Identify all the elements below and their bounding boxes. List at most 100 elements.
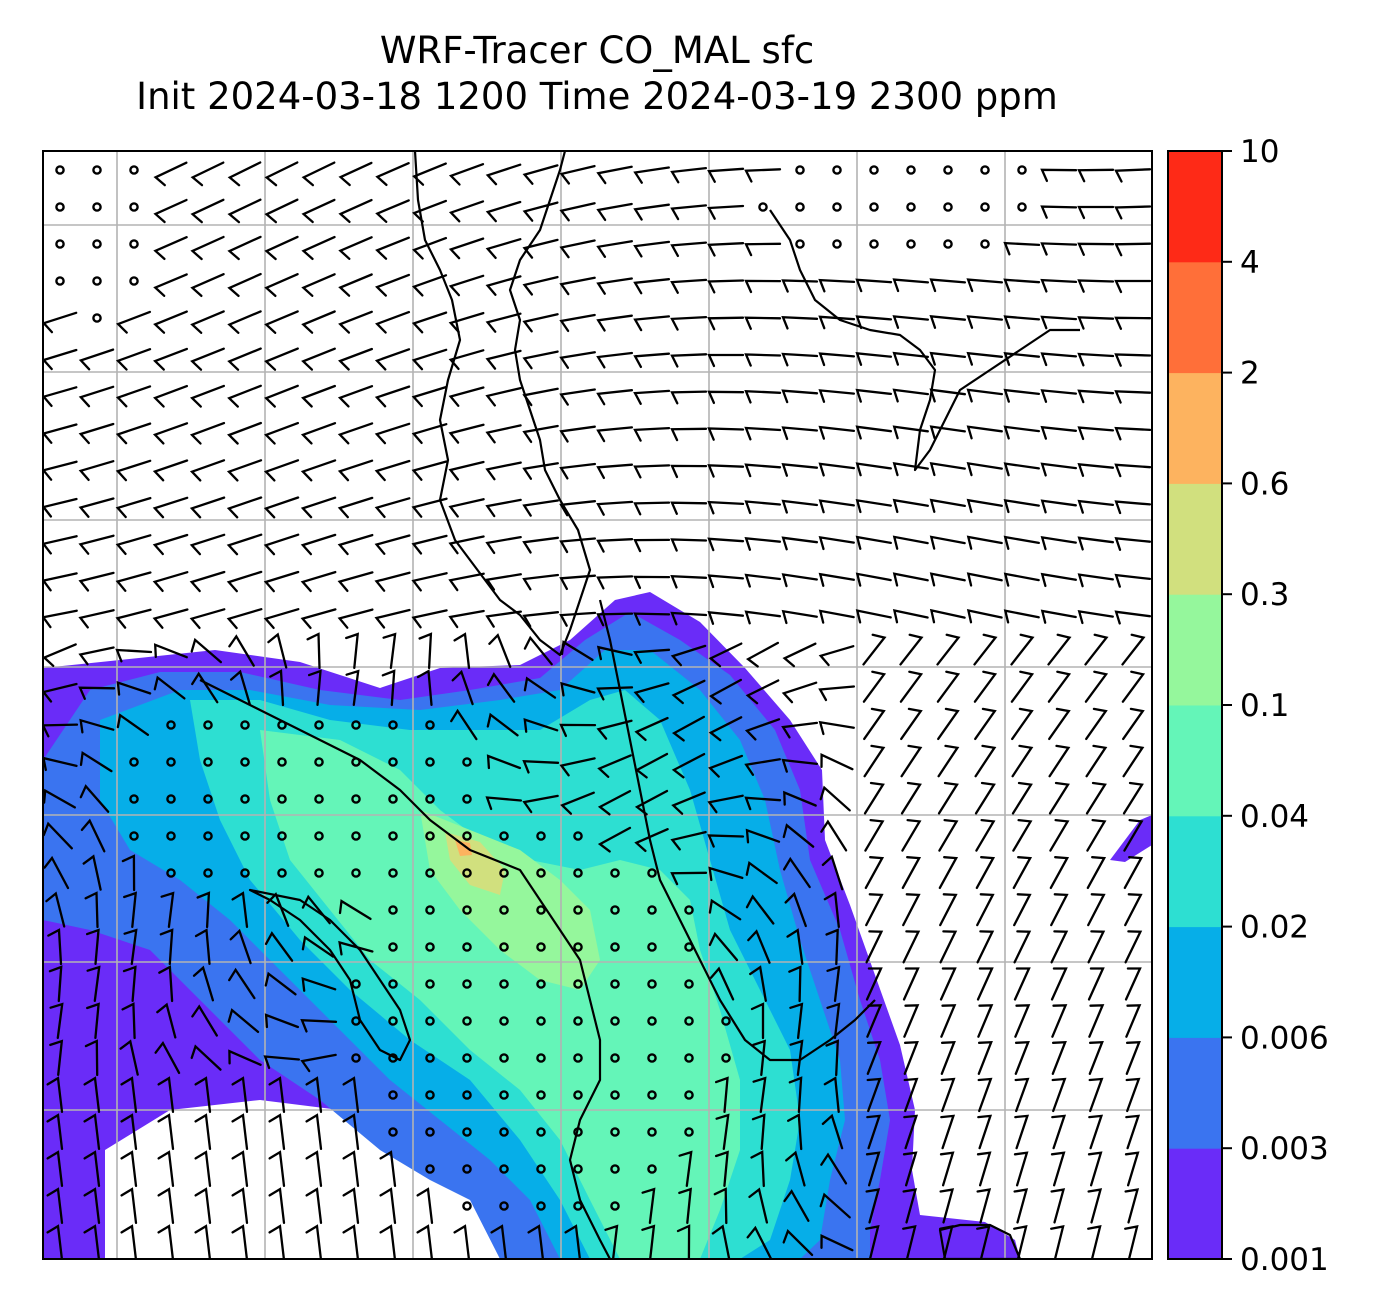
colorbar-tick-label: 0.001: [1240, 1242, 1329, 1278]
wind-barb: [300, 608, 337, 630]
wind-barb: [263, 570, 300, 593]
colorbar-segment: [1168, 261, 1222, 374]
wind-barb: [559, 574, 597, 591]
wind-barb: [929, 314, 967, 329]
wind-barb: [865, 1225, 880, 1259]
wind-barb: [231, 1113, 249, 1151]
wind-barb: [855, 425, 893, 440]
wind-barb: [940, 1004, 957, 1038]
wind-barb: [153, 384, 189, 408]
wind-barb: [821, 1113, 844, 1150]
wind-barb: [152, 459, 189, 482]
wind-barb: [1114, 353, 1152, 367]
tracer-region-orange-hotspot: [455, 840, 472, 856]
wind-barb: [485, 238, 522, 260]
calm-wind-circle: [166, 868, 176, 878]
colorbar-tick-label: 0.1: [1240, 688, 1289, 724]
wind-barb: [670, 574, 708, 589]
wind-barb: [1048, 744, 1071, 778]
wind-barb: [892, 388, 930, 403]
wind-barb: [855, 572, 892, 587]
wind-barb: [301, 384, 337, 408]
colorbar-tick-label: 0.02: [1240, 910, 1309, 946]
wind-barb: [633, 352, 671, 369]
wind-barb: [863, 781, 885, 815]
wind-barb: [1040, 168, 1078, 183]
wind-barb: [597, 826, 632, 853]
wind-barb: [1048, 781, 1070, 815]
wind-barb: [1077, 426, 1115, 441]
calm-wind-circle: [906, 165, 916, 175]
wind-barb: [966, 535, 1003, 550]
wind-barb: [708, 678, 743, 705]
wind-barb: [448, 423, 485, 444]
wind-barb: [670, 501, 708, 515]
wind-barb: [596, 277, 633, 295]
wind-barb: [416, 1224, 434, 1259]
wind-barb: [1003, 241, 1041, 256]
wind-barb: [83, 1113, 101, 1151]
wind-barb: [863, 707, 886, 741]
wind-barb: [1124, 930, 1143, 964]
wind-barb: [707, 610, 745, 625]
wind-barb: [559, 276, 596, 296]
wind-barb: [120, 1150, 138, 1188]
calm-wind-circle: [1017, 202, 1027, 212]
wind-barb: [708, 754, 744, 778]
wind-barb: [121, 1002, 136, 1040]
wind-barb: [78, 348, 115, 371]
wind-barb: [1003, 572, 1040, 587]
wind-barb: [115, 422, 152, 445]
wind-barb: [345, 632, 360, 670]
wind-barb: [522, 536, 560, 554]
calm-wind-circle: [351, 720, 361, 730]
calm-wind-circle: [92, 165, 102, 175]
wind-barb: [485, 424, 522, 444]
wind-barb: [1050, 930, 1069, 964]
wind-barb: [1084, 633, 1109, 666]
calm-wind-circle: [573, 1127, 583, 1137]
wind-barb: [1121, 670, 1146, 703]
wind-barb: [450, 708, 478, 741]
calm-wind-circle: [684, 1053, 694, 1063]
wind-barb: [939, 967, 957, 1001]
calm-wind-circle: [795, 202, 805, 212]
wind-barb: [300, 422, 337, 445]
calm-wind-circle: [203, 757, 213, 767]
wind-barb: [1047, 670, 1072, 703]
wind-barb: [115, 648, 153, 663]
wind-barb: [264, 1013, 300, 1029]
wind-barb: [86, 965, 101, 1003]
wind-barb: [864, 818, 885, 852]
wind-barb: [559, 239, 596, 259]
wind-barb: [268, 1113, 286, 1151]
calm-wind-circle: [92, 276, 102, 286]
wind-barb: [902, 1151, 918, 1187]
wind-barb: [190, 347, 225, 371]
wind-barb: [342, 1076, 360, 1114]
wind-barb: [707, 167, 745, 183]
wind-barb: [707, 390, 745, 405]
wind-barb: [781, 681, 818, 704]
calm-wind-circle: [462, 757, 472, 767]
plot-title: WRF-Tracer CO_MAL sfc Init 2024-03-18 12…: [0, 28, 1194, 120]
wind-barb: [1124, 967, 1142, 1001]
wind-barb: [560, 681, 596, 697]
wind-barb: [522, 424, 559, 444]
wind-barb: [559, 537, 597, 554]
calm-wind-circle: [869, 165, 879, 175]
wind-barb: [448, 498, 485, 518]
wind-barb: [490, 1224, 508, 1259]
wind-barb: [305, 1224, 323, 1259]
wind-barb: [597, 789, 632, 816]
wind-barb: [264, 310, 299, 334]
wind-barb: [670, 644, 707, 667]
wind-barb: [866, 1040, 882, 1075]
wind-barb: [300, 496, 337, 519]
wind-barb: [80, 818, 106, 853]
wind-barb: [300, 459, 337, 482]
calm-wind-circle: [129, 202, 139, 212]
wind-barb: [819, 785, 851, 812]
colorbar-ticks: 0.001 0.003 0.006 0.02 0.04 0.1 0.3 0.6 2 4 10: [1222, 134, 1329, 1278]
